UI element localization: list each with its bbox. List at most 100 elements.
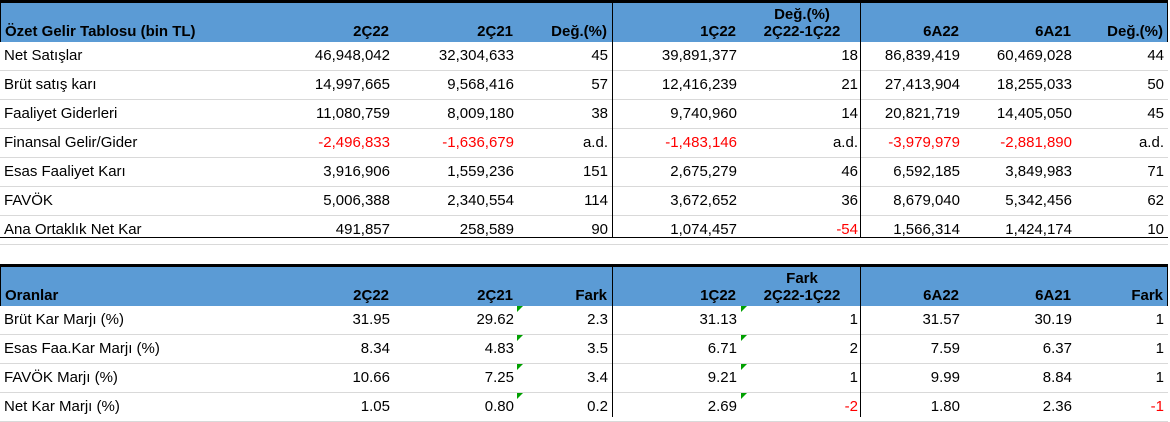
- cell-change-qoq: 2: [849, 340, 858, 357]
- table-row: Finansal Gelir/Gider -2,496,833 -1,636,679…: [0, 129, 1168, 158]
- cell-change-qoq: a.d.: [832, 134, 858, 151]
- cell-1q22: -1,483,146: [665, 134, 737, 151]
- table-row: Ana Ortaklık Net Kar 491,857 258,589 90 1,07…: [0, 216, 1168, 245]
- cell-2q21: 7.25: [484, 369, 514, 386]
- col-header-change-yoy: Değ.(%): [551, 23, 607, 40]
- table-row: Net Satışlar 46,948,042 32,304,633 45 39,891…: [0, 42, 1168, 71]
- cell-change-yoy: 38: [591, 105, 608, 122]
- cell-6m22: 27,413,904: [884, 76, 960, 93]
- cell-2q22: 10.66: [352, 369, 390, 386]
- cell-2q21: 9,568,416: [447, 76, 514, 93]
- table-row: FAVÖK 5,006,388 2,340,554 114 3,672,652 36 8,6…: [0, 187, 1168, 216]
- cell-6m21: 60,469,028: [996, 47, 1072, 64]
- cell-6m22: 9.99: [930, 369, 960, 386]
- cell-2q21: 258,589: [459, 221, 514, 238]
- ratios-table-title: Oranlar: [5, 287, 59, 304]
- cell-change-6m: 1: [1155, 311, 1164, 328]
- col-header-change-qoq-line2: 2Ç22-1Ç22: [763, 23, 841, 40]
- cell-change-yoy: 2.3: [587, 311, 608, 328]
- cell-change-6m: 62: [1147, 192, 1164, 209]
- cell-6m22: 31.57: [922, 311, 960, 328]
- cell-2q22: 491,857: [335, 221, 390, 238]
- income-statement-table: Özet Gelir Tablosu (bin TL) 2Ç22 2Ç21 De…: [0, 0, 1168, 245]
- cell-change-qoq: 36: [841, 192, 858, 209]
- cell-change-qoq: 14: [841, 105, 858, 122]
- cell-2q21: 0.80: [484, 398, 514, 415]
- ratios-table-header: Oranlar 2Ç22 2Ç21 Fark 1Ç22 Fark 2Ç22-1Ç…: [0, 264, 1168, 306]
- col-header-2q21: 2Ç21: [477, 287, 513, 304]
- cell-2q21: 1,559,236: [447, 163, 514, 180]
- cell-2q21: 8,009,180: [447, 105, 514, 122]
- comment-marker-icon: [741, 335, 747, 341]
- col-header-6m21: 6A21: [1035, 23, 1071, 40]
- cell-6m21: 14,405,050: [996, 105, 1072, 122]
- comment-marker-icon: [741, 306, 747, 312]
- cell-6m22: 86,839,419: [884, 47, 960, 64]
- cell-change-qoq: -2: [844, 398, 858, 415]
- table-row: Esas Faaliyet Karı 3,916,906 1,559,236 151 2…: [0, 158, 1168, 187]
- cell-change-qoq: 46: [841, 163, 858, 180]
- cell-6m21: 3,849,983: [1005, 163, 1072, 180]
- cell-2q21: -1,636,679: [442, 134, 514, 151]
- cell-change-6m: 1: [1155, 369, 1164, 386]
- cell-2q22: 3,916,906: [323, 163, 390, 180]
- cell-change-6m: 44: [1147, 47, 1164, 64]
- row-label: Net Kar Marjı (%): [4, 398, 120, 415]
- table-row: Brüt Kar Marjı (%) 31.95 29.62 2.3 31.13 1 31.…: [0, 306, 1168, 335]
- cell-1q22: 6.71: [707, 340, 737, 357]
- col-header-change-6m: Değ.(%): [1107, 23, 1163, 40]
- cell-6m21: 6.37: [1042, 340, 1072, 357]
- comment-marker-icon: [517, 364, 523, 370]
- col-header-1q22: 1Ç22: [700, 287, 736, 304]
- cell-6m21: 1,424,174: [1005, 221, 1072, 238]
- table-row: Brüt satış karı 14,997,665 9,568,416 57 12,4…: [0, 71, 1168, 100]
- income-table-header: Özet Gelir Tablosu (bin TL) 2Ç22 2Ç21 De…: [0, 0, 1168, 42]
- cell-change-6m: 71: [1147, 163, 1164, 180]
- comment-marker-icon: [741, 393, 747, 399]
- income-table-title: Özet Gelir Tablosu (bin TL): [5, 23, 196, 40]
- cell-6m22: 20,821,719: [884, 105, 960, 122]
- cell-change-yoy: 45: [591, 47, 608, 64]
- cell-6m22: -3,979,979: [888, 134, 960, 151]
- col-header-6m22: 6A22: [923, 23, 959, 40]
- cell-1q22: 9,740,960: [670, 105, 737, 122]
- row-label: Brüt satış karı: [4, 76, 97, 93]
- cell-1q22: 39,891,377: [661, 47, 737, 64]
- cell-change-qoq: -54: [836, 221, 858, 238]
- cell-change-qoq: 21: [841, 76, 858, 93]
- table-row: Faaliyet Giderleri 11,080,759 8,009,180 38 9…: [0, 100, 1168, 129]
- col-header-2q22: 2Ç22: [353, 287, 389, 304]
- table-bottom-border: [0, 237, 1168, 238]
- cell-change-6m: 50: [1147, 76, 1164, 93]
- cell-6m21: 30.19: [1034, 311, 1072, 328]
- col-header-diff-qoq-line1: Fark: [786, 270, 818, 287]
- table-row: Esas Faa.Kar Marjı (%) 8.34 4.83 3.5 6.71 2 7.…: [0, 335, 1168, 364]
- cell-6m21: 2.36: [1042, 398, 1072, 415]
- col-header-1q22: 1Ç22: [700, 23, 736, 40]
- col-header-2q22: 2Ç22: [353, 23, 389, 40]
- column-separator: [612, 264, 613, 417]
- cell-1q22: 2.69: [707, 398, 737, 415]
- cell-6m21: 18,255,033: [996, 76, 1072, 93]
- comment-marker-icon: [517, 393, 523, 399]
- cell-2q21: 4.83: [484, 340, 514, 357]
- comment-marker-icon: [741, 364, 747, 370]
- cell-change-yoy: 151: [582, 163, 608, 180]
- cell-change-qoq: 1: [849, 311, 858, 328]
- row-label: Esas Faa.Kar Marjı (%): [4, 340, 160, 357]
- cell-change-6m: -1: [1150, 398, 1164, 415]
- cell-change-6m: 10: [1147, 221, 1164, 238]
- row-label: Brüt Kar Marjı (%): [4, 311, 125, 328]
- col-header-diff-qoq: Fark 2Ç22-1Ç22: [743, 270, 861, 304]
- comment-marker-icon: [517, 335, 523, 341]
- cell-2q22: 1.05: [360, 398, 390, 415]
- cell-2q22: 31.95: [352, 311, 390, 328]
- cell-2q21: 29.62: [476, 311, 514, 328]
- cell-6m22: 1,566,314: [893, 221, 960, 238]
- cell-6m21: 8.84: [1042, 369, 1072, 386]
- row-label: FAVÖK Marjı (%): [4, 369, 118, 386]
- col-header-change-qoq: Değ.(%) 2Ç22-1Ç22: [743, 6, 861, 40]
- cell-6m22: 1.80: [930, 398, 960, 415]
- cell-2q21: 2,340,554: [447, 192, 514, 209]
- row-label: FAVÖK: [4, 192, 53, 209]
